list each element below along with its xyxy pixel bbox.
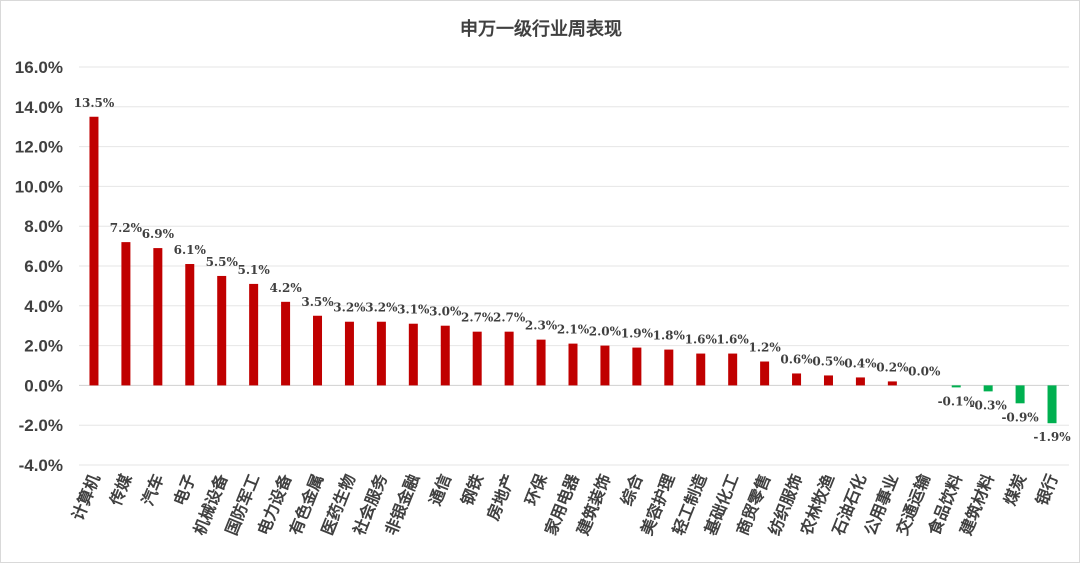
data-label: 1.8% [653, 329, 686, 343]
bar [504, 331, 514, 386]
y-axis-ticks: -4.0% -2.0% 0.0% 2.0% 4.0% 6.0% 8.0% 10.0% 12.0%… [15, 58, 63, 475]
bar [568, 343, 578, 386]
bar [408, 323, 418, 386]
bar [664, 349, 674, 386]
data-label: 5.5% [206, 255, 239, 269]
x-tick-label: 环保 [521, 470, 551, 508]
bar [217, 275, 227, 386]
data-label: 3.5% [301, 295, 334, 309]
bar [153, 248, 163, 386]
bar [632, 347, 642, 386]
bar [600, 345, 610, 386]
data-label: 3.0% [429, 305, 462, 319]
data-label: 2.0% [589, 325, 622, 339]
bar [951, 385, 961, 388]
y-tick-label: 8.0% [24, 217, 63, 236]
data-label: 3.1% [397, 303, 430, 317]
bar [376, 321, 386, 386]
bar [1047, 385, 1057, 424]
bar [472, 331, 482, 386]
bar [983, 385, 993, 392]
bar [855, 377, 865, 386]
bar [823, 375, 833, 386]
y-tick-label: -2.0% [19, 416, 63, 435]
bar [1015, 385, 1025, 404]
y-tick-label: 6.0% [24, 257, 63, 276]
x-tick-label: 煤炭 [1000, 471, 1030, 508]
data-label: -0.9% [1001, 410, 1039, 424]
data-label: 6.1% [174, 243, 207, 257]
data-label: 0.6% [780, 352, 813, 366]
data-label: 1.2% [748, 341, 781, 355]
x-axis-ticks: 计算机 传媒 汽车 电子机械设备国防军工电力设备有色金属医药生物社会服务非银金融 通信钢… [68, 470, 1062, 538]
data-label: 0.0% [908, 364, 941, 378]
data-label: 2.7% [493, 311, 526, 325]
bar [281, 301, 291, 386]
data-label: 7.2% [110, 221, 143, 235]
data-label: 0.2% [876, 360, 909, 374]
data-label: -0.1% [938, 394, 976, 408]
data-label: 2.3% [525, 319, 558, 333]
data-label: -1.9% [1033, 430, 1071, 444]
y-tick-label: -4.0% [19, 456, 63, 475]
bar [249, 283, 259, 386]
bar [696, 353, 706, 386]
data-label: 0.5% [812, 354, 845, 368]
x-tick-label: 综合 [617, 470, 647, 508]
y-tick-label: 16.0% [15, 58, 63, 77]
bar [792, 373, 802, 386]
x-tick-label: 传媒 [106, 470, 136, 509]
bar [121, 242, 131, 386]
x-tick-label: 房地产 [483, 471, 519, 523]
data-label: -0.3% [970, 398, 1008, 412]
data-label: 2.7% [461, 311, 494, 325]
bar [760, 361, 770, 386]
x-tick-label: 汽车 [138, 471, 168, 508]
y-tick-label: 4.0% [24, 297, 63, 316]
x-tick-label: 通信 [425, 471, 455, 508]
x-tick-label: 计算机 [68, 471, 104, 523]
data-label: 3.2% [365, 301, 398, 315]
data-label: 4.2% [269, 281, 302, 295]
data-labels: 13.5%7.2% 6.9%6.1%5.5%5.1%4.2%3.5% 3.2% 3.2… [74, 96, 1072, 444]
bar [440, 325, 450, 386]
data-label: 2.1% [557, 323, 590, 337]
bar [185, 264, 195, 386]
y-tick-label: 14.0% [15, 98, 63, 117]
bar [536, 339, 546, 386]
bar [344, 321, 354, 386]
bars [89, 116, 1057, 424]
x-tick-label: 银行 [1032, 471, 1062, 508]
chart-title: 申万一级行业周表现 [460, 18, 622, 40]
data-label: 13.5% [74, 96, 115, 110]
y-tick-label: 0.0% [24, 376, 63, 395]
data-label: 1.6% [685, 333, 718, 347]
bar [887, 381, 897, 386]
x-tick-label: 钢铁 [457, 471, 487, 508]
y-tick-label: 10.0% [15, 177, 63, 196]
data-label: 0.4% [844, 356, 877, 370]
grid-lines [79, 66, 1069, 466]
data-label: 6.9% [142, 227, 175, 241]
y-tick-label: 12.0% [15, 138, 63, 157]
bar [89, 116, 99, 386]
data-label: 5.1% [238, 263, 271, 277]
bar [313, 315, 323, 386]
y-tick-label: 2.0% [24, 337, 63, 356]
data-label: 1.9% [621, 327, 654, 341]
bar [728, 353, 738, 386]
data-label: 3.2% [333, 301, 366, 315]
data-label: 1.6% [717, 333, 750, 347]
x-tick-label: 电子 [170, 471, 200, 508]
